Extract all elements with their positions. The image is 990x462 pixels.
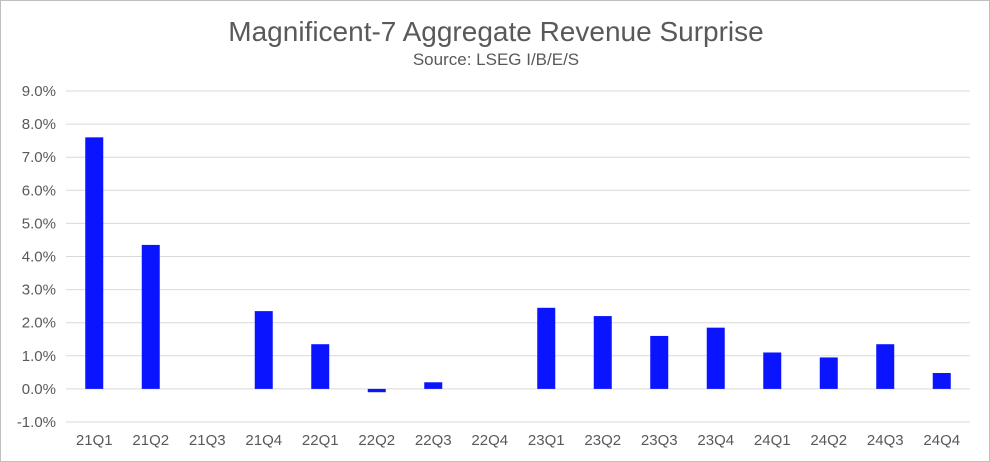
x-tick-label: 23Q3 xyxy=(641,432,678,449)
x-tick-label: 24Q2 xyxy=(810,432,847,449)
x-tick-label: 23Q2 xyxy=(584,432,621,449)
x-tick-label: 24Q1 xyxy=(754,432,791,449)
y-tick-label: 6.0% xyxy=(22,182,56,199)
y-tick-label: 0.0% xyxy=(22,381,56,398)
bar-24Q3 xyxy=(876,344,895,389)
bar-22Q3 xyxy=(424,382,443,389)
x-tick-label: 22Q2 xyxy=(358,432,395,449)
grid-lines xyxy=(66,90,970,423)
x-tick-label: 22Q3 xyxy=(415,432,452,449)
x-tick-label: 22Q1 xyxy=(302,432,339,449)
y-axis: -1.0% 0.0% 1.0% 2.0% 3.0% 4.0% 5.0% 6.0% 7.0% 8.0… xyxy=(17,83,56,431)
x-tick-label: 21Q4 xyxy=(245,432,282,449)
bar-23Q2 xyxy=(593,316,612,389)
bar-23Q1 xyxy=(537,307,556,389)
x-tick-label: 21Q3 xyxy=(189,432,226,449)
y-tick-label: 5.0% xyxy=(22,215,56,232)
bar-21Q2 xyxy=(141,244,160,389)
x-tick-label: 24Q4 xyxy=(923,432,960,449)
bar-22Q2 xyxy=(367,388,386,393)
bar-22Q1 xyxy=(311,344,330,389)
x-tick-label: 23Q1 xyxy=(528,432,565,449)
bar-21Q1 xyxy=(85,137,104,389)
y-tick-label: -1.0% xyxy=(17,414,56,431)
bar-24Q1 xyxy=(763,352,782,389)
bar-23Q3 xyxy=(650,335,669,389)
y-tick-label: 1.0% xyxy=(22,348,56,365)
bar-23Q4 xyxy=(706,327,725,389)
bar-24Q2 xyxy=(819,357,838,389)
bars xyxy=(85,137,951,393)
y-tick-label: 7.0% xyxy=(22,149,56,166)
x-tick-label: 21Q2 xyxy=(132,432,169,449)
y-tick-label: 2.0% xyxy=(22,315,56,332)
y-tick-label: 3.0% xyxy=(22,282,56,299)
bar-24Q4 xyxy=(932,373,951,389)
x-tick-label: 24Q3 xyxy=(867,432,904,449)
x-tick-label: 21Q1 xyxy=(76,432,113,449)
x-axis: 21Q1 21Q2 21Q3 21Q4 22Q1 22Q2 22Q3 22Q4 23Q1 23Q2… xyxy=(76,432,960,449)
chart-subtitle: Source: LSEG I/B/E/S xyxy=(412,50,580,69)
x-tick-label: 22Q4 xyxy=(471,432,508,449)
y-tick-label: 9.0% xyxy=(22,83,56,100)
bar-21Q4 xyxy=(254,311,273,389)
chart-title: Magnificent-7 Aggregate Revenue Surprise xyxy=(228,16,764,47)
y-tick-label: 4.0% xyxy=(22,249,56,266)
x-tick-label: 23Q4 xyxy=(697,432,734,449)
y-tick-label: 8.0% xyxy=(22,116,56,133)
